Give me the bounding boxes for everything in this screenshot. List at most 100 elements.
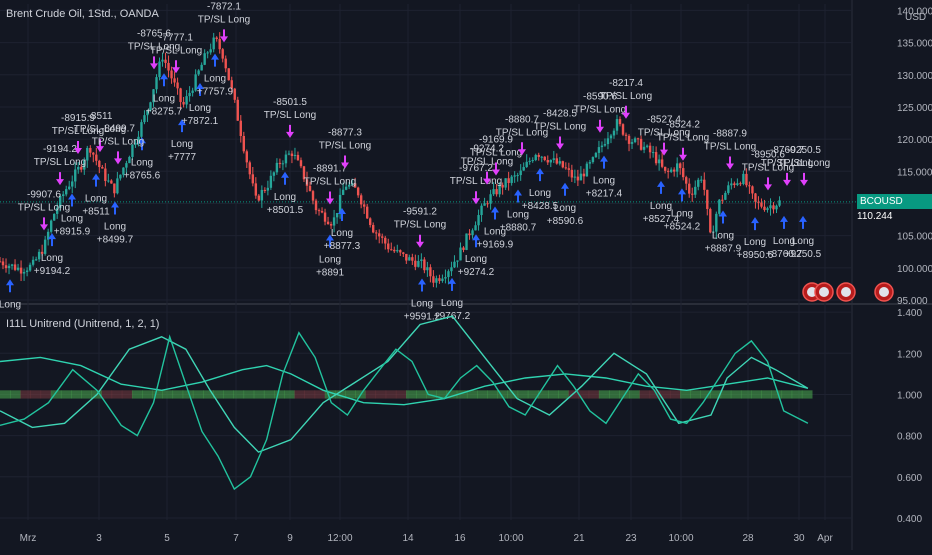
tp-sl-label: TP/SL Long	[657, 133, 709, 144]
candle-body	[465, 233, 468, 250]
candle-body	[387, 243, 390, 250]
candle-body	[158, 61, 161, 78]
candle-body	[576, 176, 580, 181]
candle-body	[49, 220, 53, 232]
indicator-band	[253, 390, 265, 399]
indicator-band	[121, 390, 133, 399]
tp-sl-pnl: -8499.7	[101, 123, 135, 134]
candle-body	[381, 236, 384, 238]
candle-body	[549, 159, 552, 163]
tp-sl-arrow	[416, 234, 424, 248]
candle-body	[365, 206, 369, 219]
long-entry-pnl: +8915.9	[54, 226, 91, 237]
indicator-band	[284, 390, 295, 399]
candles	[0, 32, 781, 288]
tp-sl-arrow	[764, 177, 772, 191]
candle-body	[356, 187, 360, 196]
long-entry-pnl: +8950.6	[737, 250, 774, 261]
indicator-tick-label: 0.600	[897, 473, 922, 484]
tp-sl-arrow	[660, 142, 668, 156]
candle-body	[453, 261, 456, 268]
long-entry-label: Long	[773, 236, 795, 247]
long-entry-label: Long	[593, 176, 615, 187]
candle-body	[110, 180, 113, 184]
candle-body	[721, 199, 724, 201]
candle-body	[399, 250, 402, 253]
indicator-band	[81, 390, 92, 399]
candle-body	[164, 59, 167, 63]
candle-body	[65, 189, 68, 195]
candle-body	[194, 74, 197, 91]
long-entry-pnl: +7872.1	[182, 116, 219, 127]
indicator-band	[710, 390, 722, 399]
candle-body	[519, 170, 522, 176]
candle-body	[185, 96, 188, 105]
candle-body	[37, 251, 41, 260]
tp-sl-arrow	[492, 162, 500, 176]
event-flag-inner	[807, 287, 817, 297]
candle-body	[709, 208, 712, 233]
candle-body	[77, 166, 80, 170]
candle-body	[125, 163, 128, 168]
candle-body	[293, 154, 297, 156]
candle-body	[706, 189, 709, 209]
long-entry-label: Long	[441, 298, 463, 309]
candle-body	[179, 88, 182, 102]
tp-sl-pnl: -8590.6	[583, 92, 617, 103]
long-entry-arrow	[196, 83, 204, 97]
candle-body	[615, 119, 619, 131]
indicator-series-line	[0, 315, 809, 453]
tp-sl-pnl: -8524.2	[666, 120, 700, 131]
candle-body	[332, 217, 336, 226]
candle-body	[275, 162, 279, 173]
long-entry-arrow	[799, 215, 807, 229]
candle-body	[290, 153, 294, 156]
candle-body	[62, 194, 65, 196]
long-entry-label: Long	[331, 228, 353, 239]
indicator-tick-label: 1.400	[897, 308, 922, 319]
candle-body	[396, 250, 399, 252]
indicator-band	[436, 390, 448, 399]
long-entry-label: Long	[411, 299, 433, 310]
candle-body	[555, 158, 558, 164]
candle-body	[101, 167, 104, 169]
indicator-band	[30, 390, 42, 399]
tp-sl-label: TP/SL Long	[574, 105, 626, 116]
candle-body	[384, 237, 387, 244]
candle-body	[83, 160, 86, 170]
indicator-band	[690, 390, 701, 399]
indicator-band	[791, 390, 803, 399]
long-entry-pnl: +7777	[168, 152, 197, 163]
long-entry-arrow	[92, 173, 100, 187]
tp-sl-arrow	[341, 155, 349, 169]
indicator-band	[101, 390, 113, 399]
candle-body	[224, 58, 227, 69]
candle-body	[498, 184, 501, 195]
tp-sl-pnl: -8880.7	[505, 114, 539, 125]
long-entry-pnl: +8524.2	[664, 221, 701, 232]
indicator-band	[761, 390, 772, 399]
candle-body	[34, 259, 38, 261]
candle-body	[685, 177, 688, 184]
long-entry-arrow	[160, 73, 168, 87]
candle-body	[633, 138, 637, 143]
time-tick-label: 3	[96, 533, 102, 544]
candle-body	[459, 247, 462, 261]
long-entry-pnl: +8217.4	[586, 189, 623, 200]
tp-sl-label: TP/SL Long	[74, 124, 126, 135]
indicator-band	[669, 390, 681, 399]
indicator-band	[466, 390, 478, 399]
indicator-band	[243, 390, 255, 399]
candle-body	[513, 175, 516, 177]
tp-sl-label: TP/SL Long	[150, 45, 202, 56]
candle-body	[582, 173, 586, 177]
long-entry-label: Long	[41, 253, 63, 264]
tp-sl-label: TP/SL Long	[394, 220, 446, 231]
tp-sl-label: TP/SL Long	[704, 141, 756, 152]
indicator-band	[142, 390, 153, 399]
long-entry-arrow	[514, 189, 522, 203]
indicator-band	[649, 390, 661, 399]
long-entry-arrow	[719, 210, 727, 224]
